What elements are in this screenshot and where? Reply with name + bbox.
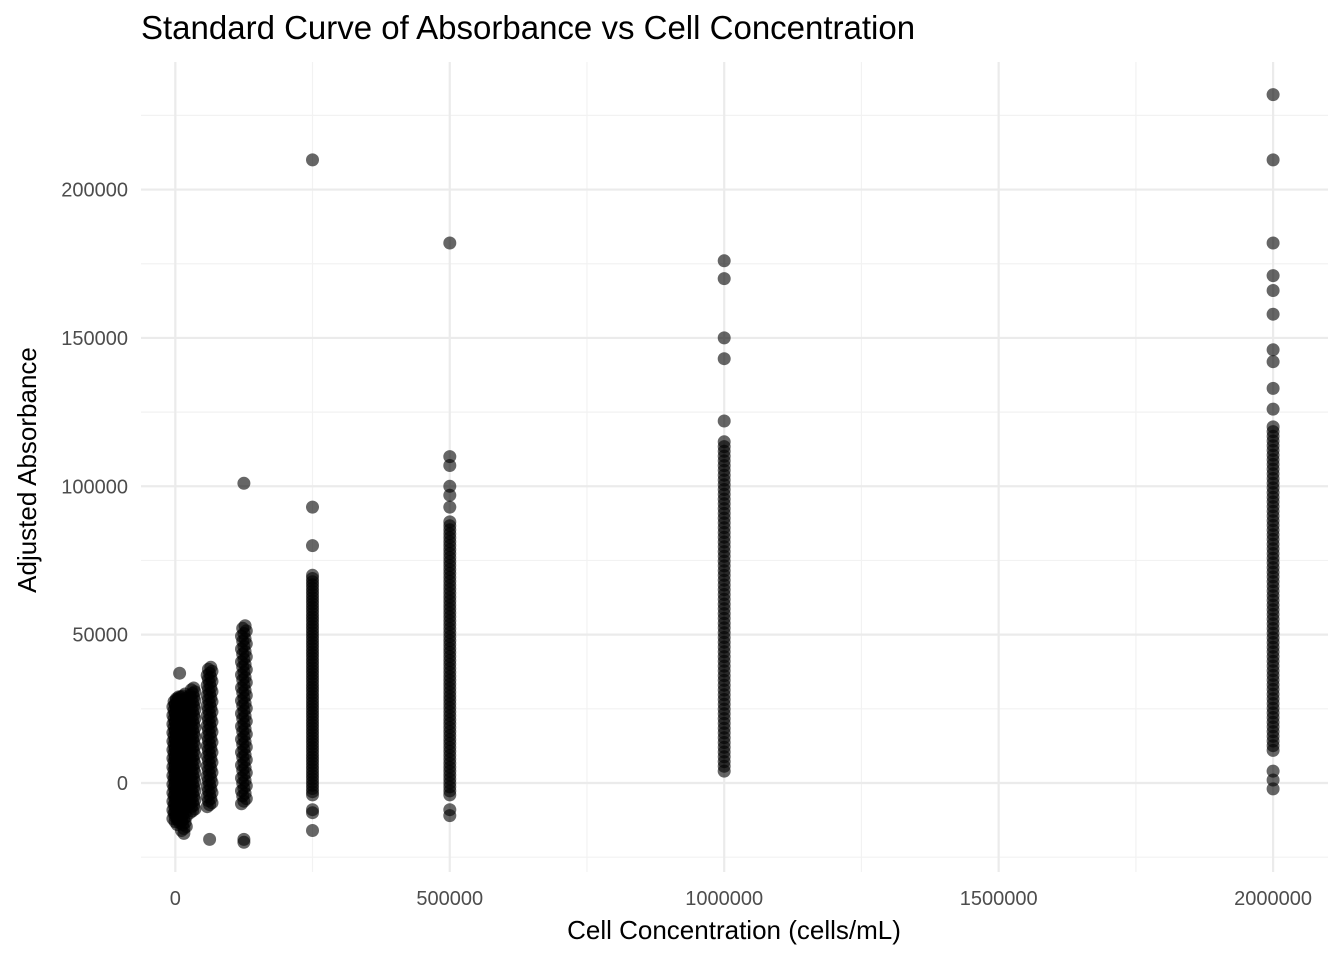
- data-point: [717, 435, 731, 449]
- data-point: [203, 832, 217, 846]
- data-point: [443, 515, 457, 529]
- data-point: [1266, 764, 1280, 778]
- data-point: [177, 826, 191, 840]
- data-point: [306, 153, 319, 167]
- data-point: [443, 500, 457, 514]
- y-tick-label: 100000: [61, 476, 128, 498]
- data-point: [1266, 402, 1280, 416]
- data-point: [443, 479, 457, 493]
- chart-title: Standard Curve of Absorbance vs Cell Con…: [141, 9, 915, 46]
- data-point: [717, 331, 731, 345]
- x-tick-label: 1500000: [960, 888, 1038, 910]
- data-point: [1266, 236, 1280, 250]
- data-point: [1266, 269, 1280, 283]
- data-point: [1266, 773, 1280, 787]
- data-point: [1266, 307, 1280, 321]
- data-point: [717, 352, 731, 366]
- x-tick-label: 2000000: [1234, 888, 1312, 910]
- y-tick-label: 0: [117, 773, 128, 795]
- y-tick-label: 150000: [61, 328, 128, 350]
- data-point: [1266, 153, 1280, 167]
- data-point: [173, 666, 187, 680]
- x-axis-title: Cell Concentration (cells/mL): [567, 915, 901, 945]
- data-point: [1266, 782, 1280, 796]
- x-tick-label: 1000000: [685, 888, 763, 910]
- y-axis-title: Adjusted Absorbance: [12, 347, 42, 593]
- data-point: [1266, 355, 1280, 369]
- data-point: [443, 809, 457, 823]
- data-point: [443, 488, 457, 502]
- data-point: [306, 806, 319, 820]
- y-tick-label: 50000: [72, 625, 128, 647]
- x-tick-label: 0: [170, 888, 181, 910]
- data-point: [717, 254, 731, 268]
- data-point: [1266, 88, 1280, 102]
- data-point: [443, 459, 457, 472]
- data-point: [717, 272, 731, 286]
- data-points: [166, 88, 1280, 849]
- data-point: [443, 450, 457, 464]
- data-point: [306, 500, 319, 514]
- data-point: [204, 660, 218, 674]
- tick-labels: 0 500000 1000000 1500000 2000000 0 50000 100000…: [61, 180, 1312, 910]
- data-point: [1266, 343, 1280, 357]
- data-point: [717, 414, 731, 428]
- data-point: [238, 619, 252, 633]
- data-point: [306, 539, 319, 553]
- data-point: [1266, 284, 1280, 297]
- data-point: [1266, 420, 1280, 434]
- data-point: [306, 568, 319, 582]
- data-point: [443, 236, 457, 250]
- y-tick-label: 200000: [61, 180, 128, 202]
- x-tick-label: 500000: [416, 888, 483, 910]
- data-point: [306, 824, 319, 837]
- data-point: [187, 681, 201, 695]
- data-point: [1266, 381, 1280, 395]
- grid-lines: [141, 62, 1328, 872]
- data-point: [237, 835, 251, 849]
- data-point: [237, 476, 251, 490]
